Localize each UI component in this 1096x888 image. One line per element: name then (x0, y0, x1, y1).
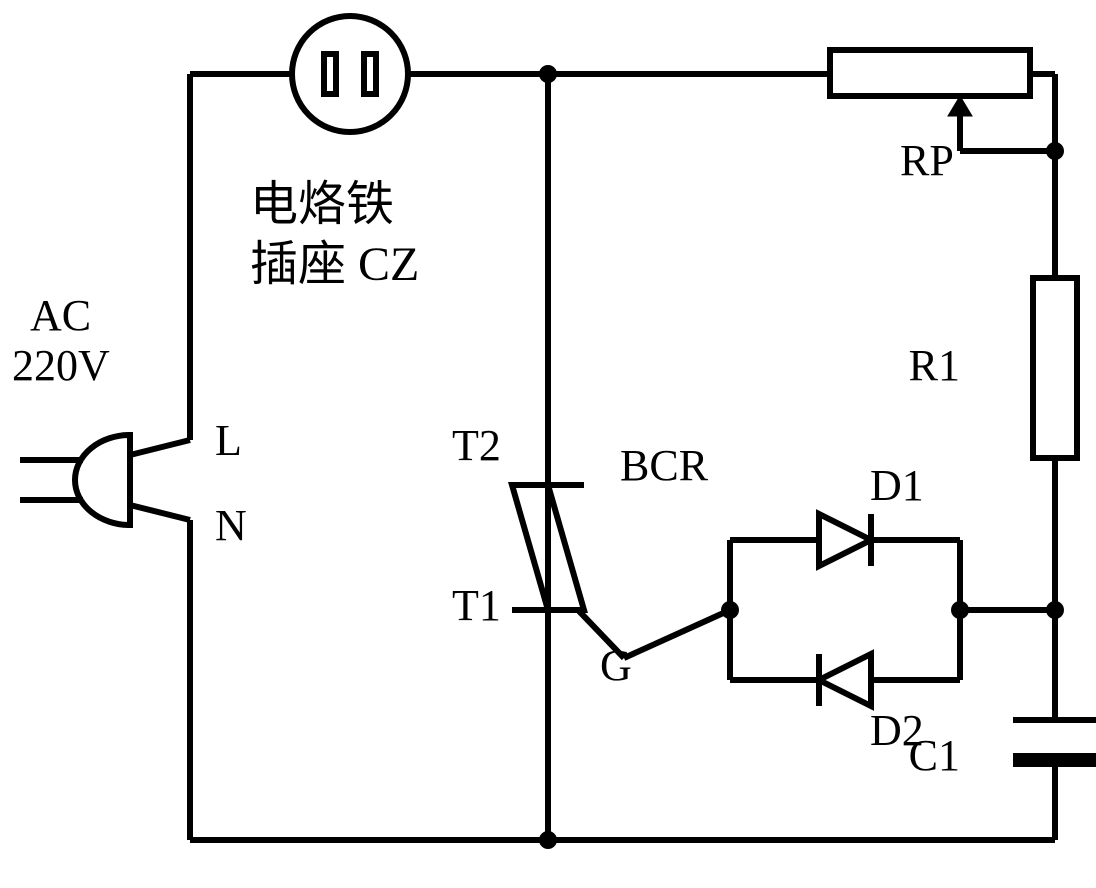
svg-text:N: N (215, 501, 247, 550)
svg-text:R1: R1 (909, 341, 960, 390)
svg-text:T1: T1 (452, 581, 501, 630)
svg-text:D1: D1 (870, 461, 924, 510)
svg-text:T2: T2 (452, 421, 501, 470)
svg-text:G: G (600, 641, 632, 690)
svg-text:插座 CZ: 插座 CZ (250, 238, 419, 291)
svg-text:AC: AC (30, 291, 91, 340)
svg-text:L: L (215, 416, 242, 465)
svg-text:BCR: BCR (620, 441, 709, 490)
svg-text:电烙铁: 电烙铁 (250, 178, 394, 231)
svg-text:220V: 220V (12, 341, 110, 390)
svg-text:C1: C1 (909, 731, 960, 780)
svg-text:RP: RP (900, 136, 954, 185)
